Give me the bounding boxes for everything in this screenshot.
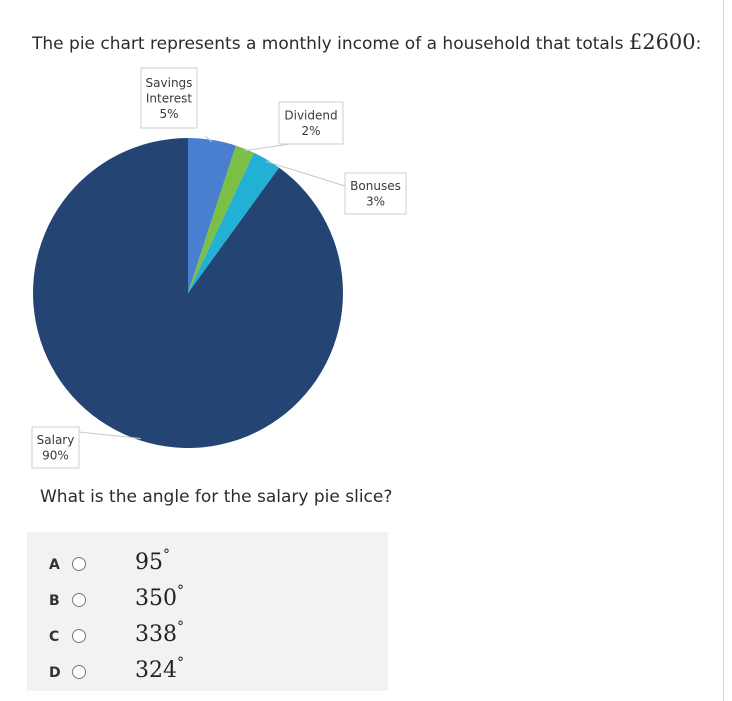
slice-name-label: Dividend	[284, 109, 337, 123]
slice-percent-label: 5%	[159, 107, 178, 121]
degree-symbol: °	[177, 619, 184, 635]
option-value: 350 °	[135, 583, 184, 611]
callout-box	[140, 67, 198, 129]
income-amount: £2600	[628, 30, 696, 54]
pie-slice-savings-interest	[188, 138, 236, 293]
slice-percent-label: 2%	[301, 124, 320, 138]
option-letter: C	[49, 629, 60, 645]
answer-options: A 95 ° B 350 ° C 338 ° D 324 °	[27, 532, 388, 691]
option-b[interactable]: B 350 °	[27, 583, 388, 620]
radio-button[interactable]	[72, 665, 86, 679]
radio-button[interactable]	[72, 557, 86, 571]
callout-leader-line	[78, 431, 141, 439]
option-number: 324	[135, 658, 177, 683]
option-number: 95	[135, 550, 163, 575]
degree-symbol: °	[177, 583, 184, 599]
sub-question: What is the angle for the salary pie sli…	[40, 487, 393, 507]
option-number: 350	[135, 586, 177, 611]
callout-leader-line	[244, 143, 291, 152]
degree-symbol: °	[163, 547, 170, 563]
option-letter: B	[49, 593, 60, 609]
slice-name-label: Salary	[37, 433, 75, 447]
pie-slice-bonuses	[188, 152, 280, 293]
slice-percent-label: 90%	[42, 449, 69, 463]
right-border	[723, 0, 724, 701]
option-a[interactable]: A 95 °	[27, 547, 388, 584]
callout-leader-line	[204, 135, 213, 143]
callout-leader-line	[265, 160, 346, 187]
option-number: 338	[135, 622, 177, 647]
option-letter: A	[49, 557, 60, 573]
slice-name-label: Savings	[146, 76, 193, 90]
callout-box	[278, 101, 344, 145]
pie-slice-salary	[33, 138, 344, 448]
option-c[interactable]: C 338 °	[27, 619, 388, 656]
slice-name-label: Interest	[146, 91, 193, 105]
option-d[interactable]: D 324 °	[27, 655, 388, 692]
option-value: 95 °	[135, 547, 170, 575]
option-letter: D	[49, 665, 61, 681]
question-suffix: :	[695, 34, 702, 54]
slice-percent-label: 3%	[366, 195, 385, 209]
degree-symbol: °	[177, 655, 184, 671]
pie-slice-dividend	[188, 145, 254, 293]
option-value: 338 °	[135, 619, 184, 647]
callout-box	[31, 426, 80, 469]
slice-name-label: Bonuses	[350, 179, 401, 193]
radio-button[interactable]	[72, 593, 86, 607]
radio-button[interactable]	[72, 629, 86, 643]
question-lead: The pie chart represents a monthly incom…	[32, 34, 629, 54]
option-value: 324 °	[135, 655, 184, 683]
question-text: The pie chart represents a monthly incom…	[32, 30, 701, 54]
callout-box	[344, 172, 407, 215]
